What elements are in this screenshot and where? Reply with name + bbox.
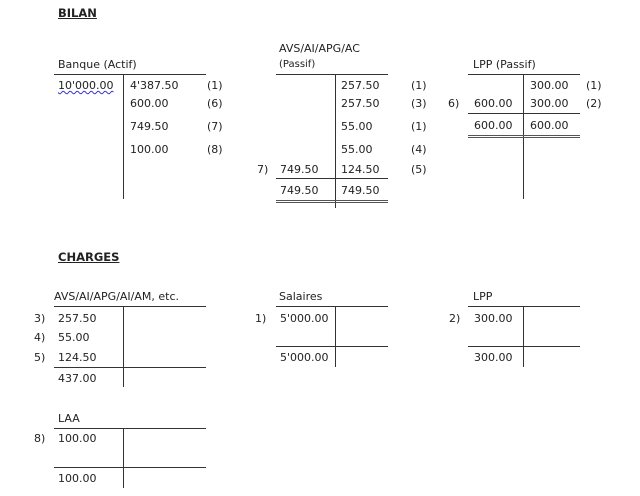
account-rule (54, 74, 206, 75)
total-rule (468, 113, 580, 114)
account-rule (276, 306, 388, 307)
debit-entry: 55.00 (58, 331, 90, 344)
account-rule (276, 74, 388, 75)
credit-entry: 300.00 (530, 97, 569, 110)
credit-entry: 100.00 (130, 143, 169, 156)
total-rule (468, 346, 580, 347)
entry-ref: (4) (411, 143, 427, 156)
account-title: Salaires (279, 290, 323, 303)
account-divider (523, 306, 524, 367)
account-rule (54, 428, 206, 429)
credit-entry: 257.50 (341, 97, 380, 110)
account-rule (54, 306, 206, 307)
credit-entry: 55.00 (341, 143, 373, 156)
credit-entry: 600.00 (130, 97, 169, 110)
total-credit: 600.00 (530, 119, 569, 132)
debit-entry: 749.50 (280, 163, 319, 176)
total-rule (54, 367, 206, 368)
account-title: Banque (Actif) (58, 58, 137, 71)
credit-entry: 257.50 (341, 79, 380, 92)
entry-ref: (1) (411, 79, 427, 92)
entry-ref: (3) (411, 97, 427, 110)
account-divider (335, 74, 336, 208)
account-subtitle: (Passif) (279, 59, 316, 70)
debit-entry: 5'000.00 (280, 312, 329, 325)
credit-entry: 55.00 (341, 120, 373, 133)
account-divider (123, 306, 124, 387)
total-rule (276, 346, 388, 347)
entry-ref: 3) (34, 312, 46, 325)
entry-ref: 8) (34, 432, 46, 445)
debit-entry: 257.50 (58, 312, 97, 325)
entry-ref: 1) (255, 312, 267, 325)
account-title: AVS/AI/APG/AI/AM, etc. (54, 290, 180, 303)
double-rule (468, 135, 580, 138)
double-rule (276, 200, 388, 203)
account-title: LAA (58, 412, 80, 425)
entry-ref: (1) (586, 79, 602, 92)
account-title: AVS/AI/APG/AC (279, 42, 360, 55)
total-rule (54, 467, 206, 468)
account-divider (523, 74, 524, 199)
total-credit: 749.50 (341, 184, 380, 197)
total-debit: 749.50 (280, 184, 319, 197)
debit-entry: 600.00 (474, 97, 513, 110)
entry-ref: 7) (257, 163, 269, 176)
charges-heading: CHARGES (58, 250, 120, 264)
total-debit: 300.00 (474, 351, 513, 364)
entry-ref: (2) (586, 97, 602, 110)
debit-entry: 10'000.00 (58, 79, 114, 92)
total-rule (276, 178, 388, 179)
debit-entry: 124.50 (58, 351, 97, 364)
entry-ref: (5) (411, 163, 427, 176)
account-divider (123, 428, 124, 488)
credit-entry: 124.50 (341, 163, 380, 176)
account-divider (123, 74, 124, 199)
account-title: LPP (473, 290, 493, 303)
entry-ref: 6) (448, 97, 460, 110)
entry-ref: (6) (207, 97, 223, 110)
account-rule (468, 74, 580, 75)
account-rule (468, 306, 580, 307)
account-title: LPP (Passif) (473, 58, 536, 71)
debit-entry: 100.00 (58, 432, 97, 445)
entry-ref: 4) (34, 331, 46, 344)
entry-ref: 5) (34, 351, 46, 364)
entry-ref: 2) (449, 312, 461, 325)
entry-ref: (8) (207, 143, 223, 156)
entry-ref: (1) (411, 120, 427, 133)
total-debit: 100.00 (58, 472, 97, 485)
credit-entry: 300.00 (530, 79, 569, 92)
debit-entry: 300.00 (474, 312, 513, 325)
total-debit: 437.00 (58, 372, 97, 385)
account-divider (335, 306, 336, 367)
bilan-heading: BILAN (58, 6, 97, 20)
credit-entry: 4'387.50 (130, 79, 179, 92)
entry-ref: (7) (207, 120, 223, 133)
entry-ref: (1) (207, 79, 223, 92)
total-debit: 5'000.00 (280, 351, 329, 364)
total-debit: 600.00 (474, 119, 513, 132)
credit-entry: 749.50 (130, 120, 169, 133)
